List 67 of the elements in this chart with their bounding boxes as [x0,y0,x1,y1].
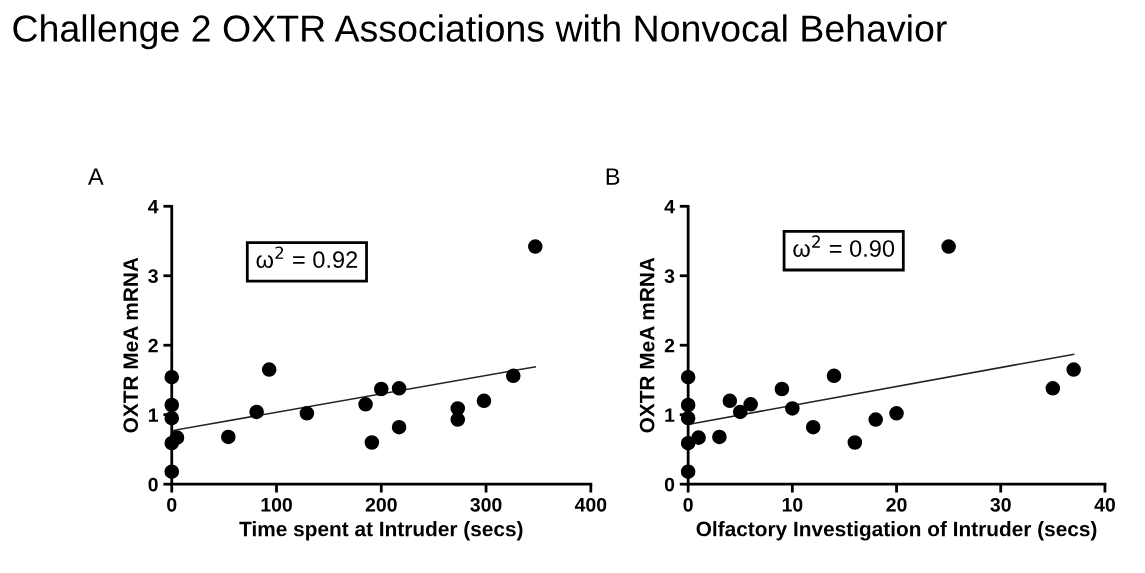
x-tick-label: 300 [470,497,502,512]
point [680,464,696,479]
point [722,393,738,409]
point [364,435,380,450]
point [261,362,277,377]
point [164,397,180,413]
point [164,369,180,385]
point [450,412,466,427]
x-tick-label: 0 [167,497,177,512]
point [712,429,727,445]
x-axis-title: Olfactory Investigation of Intruder (secs) [696,521,1097,541]
y-axis-title: OXTR MeA mRNA [639,257,655,433]
point [221,429,236,445]
annotation: ω$^{2}$ = 0.90 [793,235,895,257]
point [506,368,521,384]
text: A [87,168,104,185]
point [691,430,706,445]
point [391,419,407,435]
x-tick-label: 40 [1094,497,1115,512]
point [680,369,696,385]
point [164,464,180,479]
point [249,404,264,420]
y-tick-label: 3 [664,269,675,284]
y-tick-label: 1 [665,408,675,422]
x-tick-label: 100 [261,497,292,512]
point [391,381,407,396]
point [1066,362,1081,377]
point [889,406,904,421]
point [805,419,821,435]
point [358,397,373,412]
y-tick-label: 0 [664,477,675,492]
point [785,401,800,416]
y-tick-label: 4 [664,199,675,214]
point [374,381,389,397]
point [826,368,842,384]
point [847,435,863,450]
point [680,410,696,426]
x-tick-label: 30 [990,497,1011,512]
point [476,393,492,409]
chart-title: Challenge 2 OXTR Associations with Nonvocal Behavior [13,14,947,50]
x-tick-label: 400 [574,497,607,512]
x-tick-label: 0 [683,497,693,512]
annotation: ω$^{2}$ = 0.92 [256,246,358,269]
x-axis-title: Time spent at Intruder (secs) [239,521,523,541]
y-tick-label: 3 [148,269,158,284]
x-tick-label: 20 [886,497,907,512]
text: B [606,168,620,185]
point [1045,381,1061,396]
point [732,404,748,420]
y-tick-label: 2 [148,338,158,353]
x-tick-label: 10 [782,497,803,512]
y-tick-label: 0 [148,477,158,492]
y-tick-label: 2 [664,338,675,353]
y-tick-label: 4 [148,199,159,214]
point [528,239,543,254]
x-tick-label: 200 [365,497,397,512]
point [680,397,696,413]
y-tick-label: 1 [148,408,159,422]
point [164,410,180,426]
point [299,406,315,421]
point [774,381,790,397]
point [680,435,696,451]
y-axis-title: OXTR MeA mRNA [123,257,139,433]
point [868,412,883,427]
point [169,430,185,445]
point [941,239,956,254]
point [743,397,758,412]
